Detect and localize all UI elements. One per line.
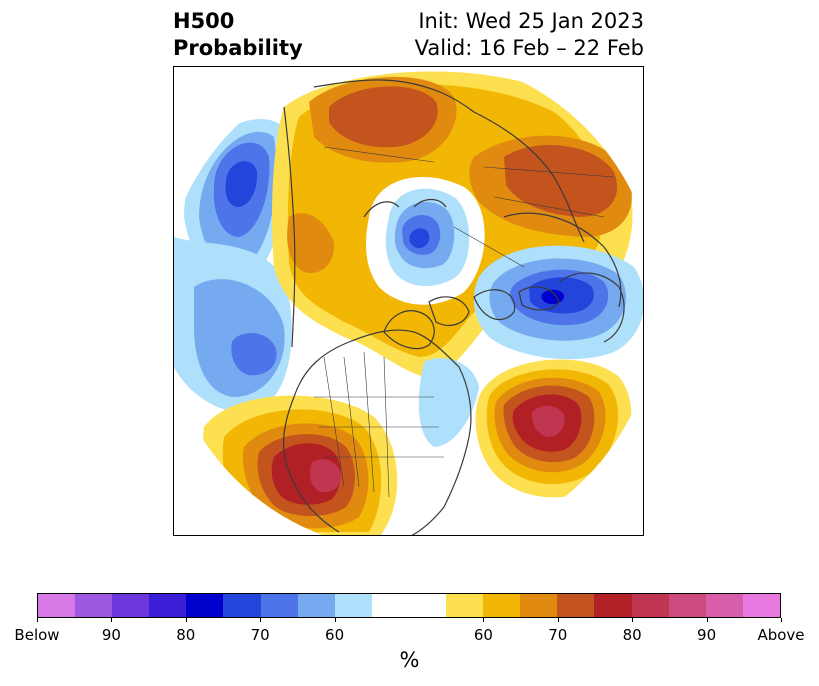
colorbar-below-segment-1	[75, 594, 113, 617]
anomaly-east-us-below	[418, 358, 479, 447]
colorbar-above-segment-2	[520, 594, 558, 617]
anomaly-west-us-above	[310, 459, 342, 493]
colorbar-above-segment-7	[705, 594, 743, 617]
colorbar-tick-mark	[111, 618, 113, 622]
colorbar-tick-label: 80	[622, 626, 642, 644]
colorbar-below-segment-0	[38, 594, 76, 617]
anomaly-central-arctic-below	[409, 228, 430, 249]
anomaly-east-pacific-below	[231, 332, 277, 376]
title-type: Probability	[173, 36, 303, 60]
colorbar-unit: %	[399, 648, 420, 672]
colorbar-tick-mark	[557, 618, 559, 622]
colorbar-tick-label: 90	[101, 626, 121, 644]
colorbar-tick-mark	[185, 618, 187, 622]
colorbar-tick-label: Below	[14, 626, 60, 644]
coastlines	[283, 79, 625, 535]
anomaly-siberia-above	[329, 86, 438, 148]
colorbar-tick-mark	[334, 618, 336, 622]
colorbar-below-segment-3	[149, 594, 187, 617]
valid-range: Valid: 16 Feb – 22 Feb	[414, 36, 644, 60]
colorbar-below-segment-7	[297, 594, 335, 617]
forecast-dates: Init: Wed 25 Jan 2023 Valid: 16 Feb – 22…	[415, 8, 644, 62]
colorbar-tick-mark	[632, 618, 634, 622]
colorbar-above-segment-1	[483, 594, 521, 617]
title-variable: H500	[173, 9, 235, 33]
colorbar-above-segment-6	[668, 594, 706, 617]
probability-map	[173, 66, 644, 536]
colorbar-below-segment-8	[334, 594, 372, 617]
colorbar-above-segment-5	[631, 594, 669, 617]
colorbar-tick-label: 70	[548, 626, 568, 644]
colorbar-tick-label: 60	[473, 626, 493, 644]
colorbar-above-segment-4	[594, 594, 632, 617]
colorbar-below-segment-6	[260, 594, 298, 617]
colorbar-tick-label: 90	[697, 626, 717, 644]
colorbar-below-segment-2	[112, 594, 150, 617]
colorbar-tick-mark	[781, 618, 782, 622]
map-svg	[174, 67, 643, 535]
init-date: Init: Wed 25 Jan 2023	[418, 9, 644, 33]
colorbar-neutral-segment	[371, 594, 447, 617]
colorbar-above-segment-0	[446, 594, 484, 617]
colorbar-above-segment-3	[557, 594, 595, 617]
anomaly-russia-above	[504, 145, 618, 217]
anomaly-north-pacific-below	[225, 161, 258, 207]
colorbar-above-segment-8	[742, 594, 780, 617]
colorbar-tick-mark	[706, 618, 708, 622]
colorbar-below-segment-4	[186, 594, 224, 617]
colorbar-tick-label: 60	[325, 626, 345, 644]
anomaly-canada-above	[287, 213, 335, 273]
anomaly-atlantic-above	[531, 405, 565, 437]
colorbar-tick-label: 80	[176, 626, 196, 644]
borders	[314, 146, 615, 498]
map-title: H500 Probability	[173, 8, 303, 62]
colorbar-tick-label: Above	[757, 626, 805, 644]
colorbar	[37, 593, 781, 618]
colorbar-tick-mark	[483, 618, 485, 622]
colorbar-tick-mark	[37, 618, 38, 622]
anomaly-field	[174, 67, 643, 535]
colorbar-below-segment-5	[223, 594, 261, 617]
colorbar-tick-label: 70	[250, 626, 270, 644]
colorbar-tick-mark	[260, 618, 262, 622]
